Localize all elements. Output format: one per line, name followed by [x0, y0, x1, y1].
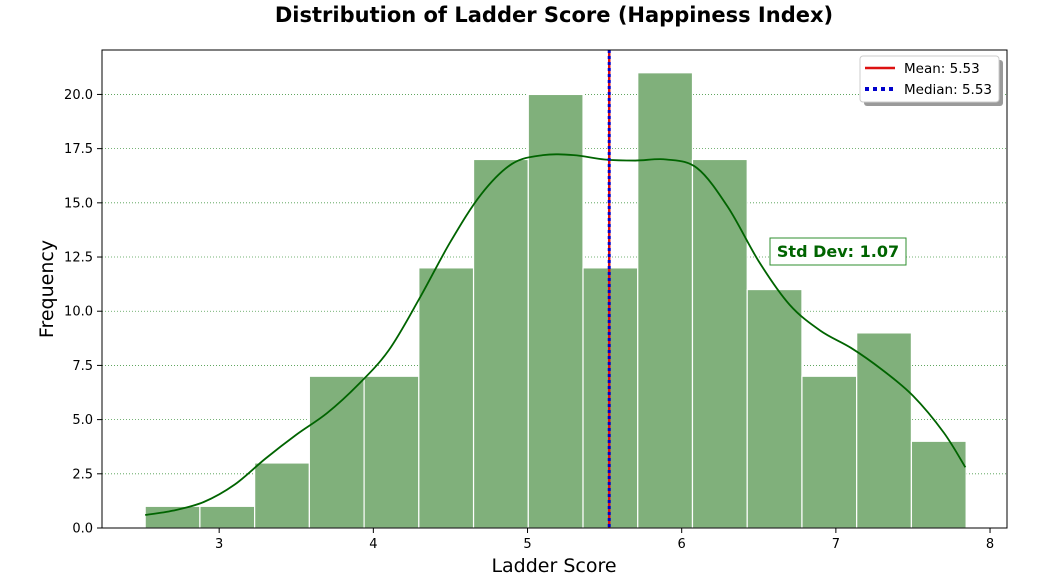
histogram-bars — [144, 72, 967, 529]
histogram-bar — [801, 375, 858, 529]
histogram-bar — [856, 332, 913, 529]
x-tick-label: 5 — [523, 537, 531, 552]
grid-lines — [102, 94, 1007, 475]
y-axis-label: Frequency — [36, 240, 58, 338]
histogram-bar — [144, 505, 201, 529]
histogram-bar — [418, 267, 475, 529]
histogram-bar — [637, 72, 694, 529]
y-tick-label: 15.0 — [64, 196, 93, 211]
x-tick-label: 6 — [678, 537, 686, 552]
kde-curve-group — [145, 153, 967, 516]
y-tick-label: 12.5 — [64, 251, 93, 266]
x-tick-label: 8 — [986, 537, 994, 552]
kde-curve — [145, 153, 967, 516]
std-dev-annotation-text: Std Dev: 1.07 — [777, 242, 899, 261]
histogram-bar — [472, 158, 529, 529]
y-tick-label: 7.5 — [72, 359, 93, 374]
std-dev-annotation: Std Dev: 1.07 — [769, 237, 907, 266]
legend: Mean: 5.53 Median: 5.53 — [859, 55, 1003, 106]
histogram-bar — [363, 375, 420, 529]
x-axis-label: Ladder Score — [491, 555, 616, 577]
histogram-bar — [527, 93, 584, 529]
histogram-bar — [691, 158, 748, 529]
y-tick-label: 10.0 — [64, 305, 93, 320]
y-tick-label: 17.5 — [64, 142, 93, 157]
y-tick-label: 5.0 — [72, 413, 93, 428]
legend-median-label: Median: 5.53 — [904, 82, 992, 98]
x-tick-label: 3 — [215, 537, 223, 552]
x-axis-ticks: 3 4 5 6 7 8 — [215, 528, 994, 552]
std-dev-annotation-box — [769, 237, 907, 266]
histogram-bar — [199, 505, 256, 529]
x-tick-label: 4 — [369, 537, 377, 552]
chart-title: Distribution of Ladder Score (Happiness … — [275, 3, 833, 27]
y-axis-ticks: 0.0 2.5 5.0 7.5 10.0 12.5 15.0 17.5 20.0 — [64, 88, 102, 537]
histogram-bar — [308, 375, 365, 529]
histogram-bar — [254, 462, 310, 529]
y-tick-label: 20.0 — [64, 88, 93, 103]
y-tick-label: 2.5 — [72, 467, 93, 482]
x-tick-label: 7 — [832, 537, 840, 552]
y-tick-label: 0.0 — [72, 522, 93, 537]
legend-mean-label: Mean: 5.53 — [904, 61, 980, 77]
histogram-bar — [746, 288, 803, 529]
plot-frame — [101, 49, 1008, 529]
